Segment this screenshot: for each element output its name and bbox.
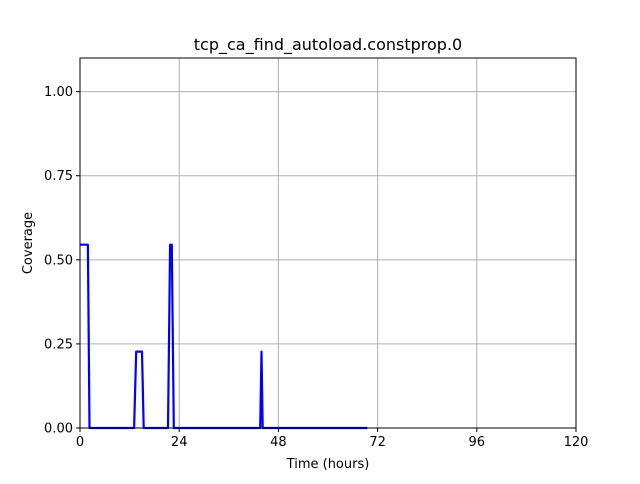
x-tick-label: 120 xyxy=(564,435,589,450)
x-tick-label: 24 xyxy=(171,435,188,450)
axis-ticks: 0 24 48 72 96 120 0.00 0.25 0.50 0.75 1.00 xyxy=(44,85,588,450)
x-tick-label: 0 xyxy=(76,435,84,450)
y-axis-label: Coverage xyxy=(21,212,36,274)
y-tick-label: 1.00 xyxy=(44,85,73,100)
x-tick-label: 96 xyxy=(469,435,486,450)
chart-title: tcp_ca_find_autoload.constprop.0 xyxy=(194,35,462,55)
x-tick-label: 48 xyxy=(270,435,287,450)
y-tick-label: 0.25 xyxy=(44,337,73,352)
x-tick-label: 72 xyxy=(369,435,386,450)
plot-area xyxy=(80,58,576,428)
y-tick-label: 0.50 xyxy=(44,253,73,268)
axes-frame xyxy=(79,57,577,429)
grid-lines xyxy=(79,58,577,429)
y-tick-label: 0.75 xyxy=(44,169,73,184)
y-tick-label: 0.00 xyxy=(44,422,73,437)
x-axis-label: Time (hours) xyxy=(286,457,370,472)
